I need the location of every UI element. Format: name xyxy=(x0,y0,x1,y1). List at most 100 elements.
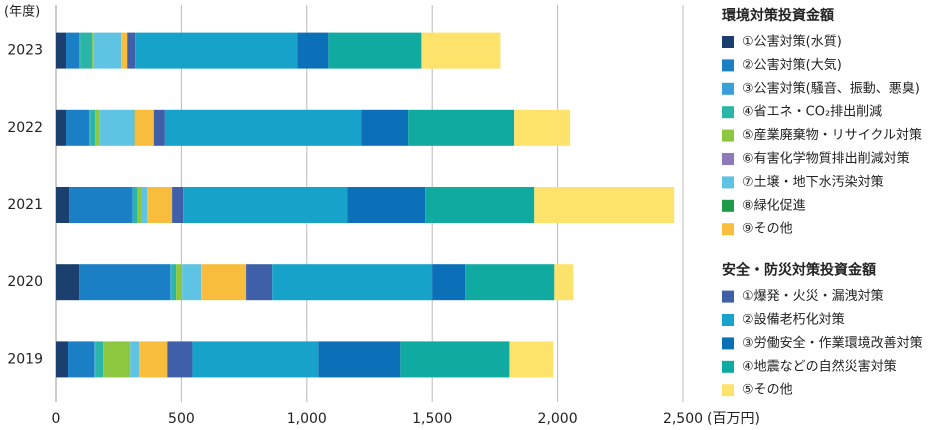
bar-segment xyxy=(246,264,273,301)
bar-segment xyxy=(328,32,422,69)
legend-label: ⑤その他 xyxy=(742,383,793,398)
bar-segment xyxy=(134,109,135,146)
x-tick-label: 2,500 xyxy=(663,411,703,427)
bar-segment xyxy=(514,109,571,146)
legend-heading: 環境対策投資金額 xyxy=(722,7,834,24)
legend-swatch xyxy=(722,337,734,350)
bar-segment xyxy=(171,264,177,301)
legend-label: ⑨その他 xyxy=(742,222,793,237)
bar-segment xyxy=(103,341,131,378)
legend-swatch xyxy=(722,384,734,397)
bar-segment xyxy=(56,341,69,378)
bar-segment xyxy=(68,341,95,378)
legend-label: ④地震などの自然災害対策 xyxy=(742,358,897,374)
bar-segment xyxy=(183,187,348,223)
bar-segment xyxy=(347,187,426,223)
bar-segment xyxy=(192,341,319,378)
legend-label: ⑧緑化促進 xyxy=(742,198,806,213)
x-tick-label: 0 xyxy=(52,411,61,427)
legend-swatch xyxy=(722,36,734,48)
bar-segment xyxy=(137,187,142,223)
bar-segment xyxy=(99,109,135,146)
bar-segment xyxy=(127,32,136,69)
bar-segment xyxy=(139,341,168,378)
legend-label: ①公害対策(水質) xyxy=(742,34,842,50)
bar-segment xyxy=(56,32,67,69)
bar-segment xyxy=(89,109,91,146)
bar-segment xyxy=(95,109,100,146)
legend-swatch xyxy=(722,59,734,72)
y-tick-label: 2020 xyxy=(7,274,43,290)
legend-label: ⑤産業廃棄物・リサイクル対策 xyxy=(742,127,922,143)
y-tick-label: 2023 xyxy=(7,43,43,59)
bar-segment xyxy=(167,341,193,378)
bar-segment xyxy=(66,32,80,69)
legend-swatch xyxy=(722,290,734,303)
legend-label: ②設備老朽化対策 xyxy=(742,312,845,328)
bar-segment xyxy=(182,264,202,301)
legend-label: ③公害対策(騒音、振動、悪臭) xyxy=(742,80,920,96)
legend-swatch xyxy=(722,176,734,189)
bar-segment xyxy=(69,187,132,223)
legend-label: ②公害対策(大気) xyxy=(742,57,842,73)
bar-segment xyxy=(400,341,510,378)
bar-segment xyxy=(361,109,409,146)
y-tick-label: 2022 xyxy=(7,120,43,136)
bar-segment xyxy=(421,32,501,69)
bar-segment xyxy=(79,264,171,301)
bar-segment xyxy=(509,341,554,378)
bar-segment xyxy=(432,264,466,301)
legend-swatch xyxy=(722,223,734,236)
legend-swatch xyxy=(722,82,734,95)
x-tick-label: 1,000 xyxy=(287,411,327,427)
legend-swatch xyxy=(722,153,734,165)
bar-segment xyxy=(554,264,574,301)
bar-segment xyxy=(134,109,154,146)
legend-label: ①爆発・火災・漏洩対策 xyxy=(742,288,884,304)
legend-label: ③労働安全・作業環境改善対策 xyxy=(742,335,923,351)
bar-segment xyxy=(56,109,67,146)
bar-segment xyxy=(90,109,96,146)
bar-segment xyxy=(66,109,90,146)
bar-segment xyxy=(95,341,104,378)
legend-label: ⑥有害化学物質排出削減対策 xyxy=(742,151,910,167)
bar-segment xyxy=(135,32,298,69)
x-tick-label: 1,500 xyxy=(412,411,452,427)
bar-segment xyxy=(297,32,329,69)
bar-segment xyxy=(121,32,128,69)
bar-segment xyxy=(93,32,122,69)
y-axis-label: (年度) xyxy=(4,4,40,20)
bar-segment xyxy=(133,187,138,223)
bar-segment xyxy=(201,264,247,301)
bar-segment xyxy=(147,187,173,223)
bar-segment xyxy=(94,341,96,378)
legend-heading: 安全・防災対策投資金額 xyxy=(722,262,876,279)
bar-segment xyxy=(318,341,401,378)
bar-segment xyxy=(80,32,93,69)
y-tick-label: 2021 xyxy=(7,197,43,213)
legend-swatch xyxy=(722,106,734,119)
bar-segment xyxy=(272,264,433,301)
bar-segment xyxy=(425,187,535,223)
bar-segment xyxy=(56,264,80,301)
bar-segment xyxy=(79,32,81,69)
bar-segment xyxy=(465,264,555,301)
x-tick-label: 500 xyxy=(168,411,195,427)
legend-swatch xyxy=(722,314,734,326)
bar-segment xyxy=(176,264,183,301)
bar-segment xyxy=(170,264,172,301)
bar-segment xyxy=(153,109,165,146)
bar-segment xyxy=(172,187,184,223)
bar-segment xyxy=(408,109,515,146)
legend-swatch xyxy=(722,199,734,212)
bar-segment xyxy=(92,32,94,69)
y-tick-label: 2019 xyxy=(7,351,43,367)
bar-segment xyxy=(130,341,140,378)
legend-label: ⑦土壌・地下水汚染対策 xyxy=(742,174,884,190)
bar-segment xyxy=(534,187,675,223)
legend-swatch xyxy=(722,360,734,373)
bar-segment xyxy=(56,187,70,223)
legend-swatch xyxy=(722,129,734,142)
legend-label: ④省エネ・CO₂排出削減 xyxy=(742,104,882,120)
